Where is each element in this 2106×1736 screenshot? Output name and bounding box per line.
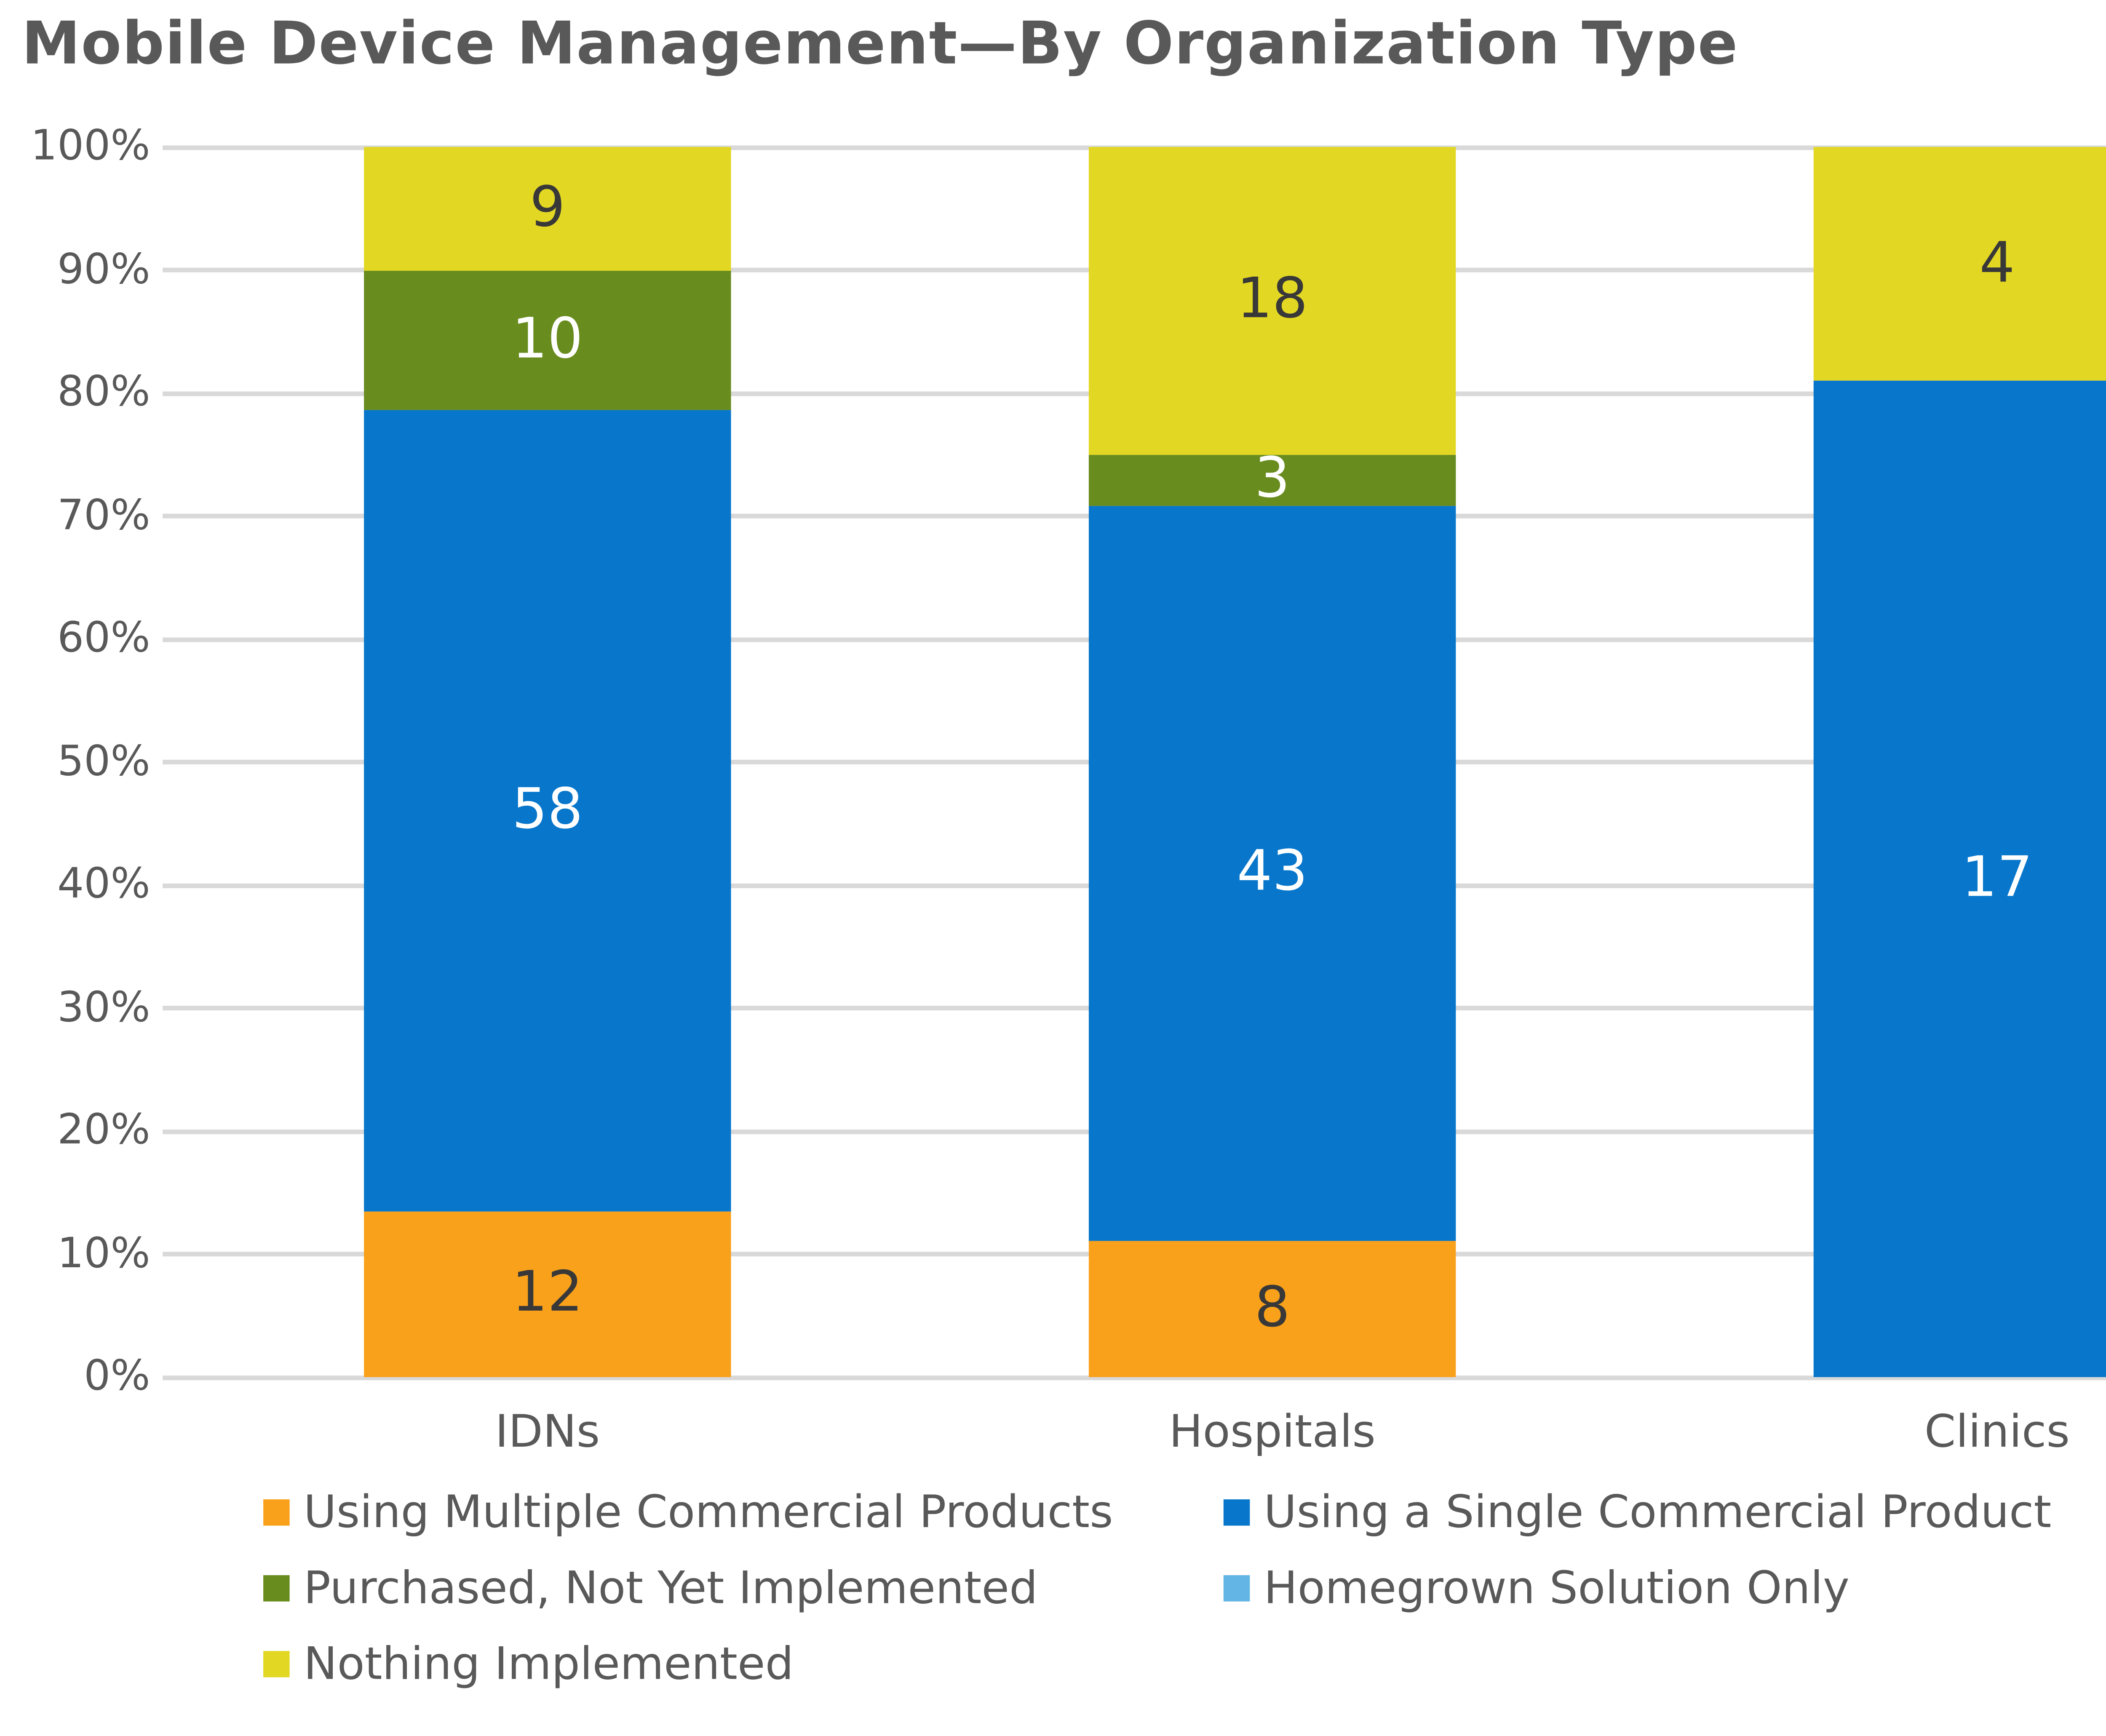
bar-segment-label: 43 <box>1237 841 1308 904</box>
bar-segment: 43 <box>1088 505 1456 1241</box>
legend-label: Nothing Implemented <box>303 1637 794 1690</box>
bar-segment-label: 17 <box>1962 847 2033 911</box>
legend-swatch <box>263 1574 290 1601</box>
bar-Clinics: 17 4 <box>1813 147 2106 1377</box>
bar-segment: 4 <box>1813 147 2106 382</box>
legend-swatch <box>1223 1498 1250 1525</box>
bar-segment: 9 <box>364 147 731 272</box>
y-axis-label: 90% <box>57 245 150 294</box>
bar-segment: 58 <box>364 409 731 1212</box>
legend-label: Purchased, Not Yet Implemented <box>303 1561 1038 1614</box>
legend-item: Using Multiple Commercial Products <box>263 1485 1224 1538</box>
chart-title: Mobile Device Management—By Organization… <box>21 9 1739 77</box>
x-axis-label: Hospitals <box>1169 1405 1376 1458</box>
bar-segment: 10 <box>364 271 731 410</box>
bar-Hospitals: 8 43 3 18 <box>1088 147 1456 1377</box>
y-axis-label: 60% <box>57 614 150 662</box>
bar-segment: 3 <box>1088 447 1456 511</box>
legend-swatch <box>1223 1574 1250 1601</box>
gridline <box>163 1375 2106 1380</box>
y-axis: 0% 10% 20% 30% 40% 50% 60% 70% 80% 90% 100% <box>0 0 150 1736</box>
legend-label: Using Multiple Commercial Products <box>303 1485 1113 1538</box>
y-axis-label: 70% <box>57 491 150 539</box>
bar-segment-label: 58 <box>512 778 583 841</box>
bar-segment: 8 <box>1088 1240 1456 1377</box>
bar-segment-label: 4 <box>1979 232 2015 295</box>
x-axis: IDNs Hospitals Clinics <box>0 1405 2106 1473</box>
bar-segment: 17 <box>1813 381 2106 1377</box>
y-axis-label: 30% <box>57 983 150 1031</box>
x-axis-label: IDNs <box>495 1405 600 1458</box>
bar-segment-label: 8 <box>1254 1276 1290 1340</box>
bar-segment: 12 <box>364 1211 731 1377</box>
y-axis-label: 100% <box>30 122 150 171</box>
bar-segment: 18 <box>1088 147 1456 455</box>
y-axis-label: 0% <box>84 1352 150 1400</box>
bar-IDNs: 12 58 10 9 <box>364 147 731 1377</box>
legend-swatch <box>263 1498 290 1525</box>
y-axis-label: 50% <box>57 737 150 785</box>
bar-segment-label: 9 <box>529 176 565 240</box>
legend-item: Purchased, Not Yet Implemented <box>263 1561 1224 1614</box>
bar-segment-label: 12 <box>512 1261 583 1325</box>
bar-segment-label: 3 <box>1254 447 1290 511</box>
legend: Using Multiple Commercial Products Using … <box>263 1485 2051 1690</box>
y-axis-label: 10% <box>57 1229 150 1277</box>
legend-swatch <box>263 1650 290 1677</box>
y-axis-label: 40% <box>57 860 150 908</box>
y-axis-label: 80% <box>57 368 150 417</box>
gridline <box>163 144 2106 150</box>
legend-item: Nothing Implemented <box>263 1637 1224 1690</box>
legend-item: Using a Single Commercial Product <box>1223 1485 2052 1538</box>
bar-segment-label: 10 <box>512 308 583 372</box>
y-axis-label: 20% <box>57 1106 150 1154</box>
bar-segment-label: 18 <box>1237 268 1308 332</box>
x-axis-label: Clinics <box>1924 1405 2070 1458</box>
legend-item: Homegrown Solution Only <box>1223 1561 2052 1614</box>
legend-label: Using a Single Commercial Product <box>1264 1485 2052 1538</box>
legend-label: Homegrown Solution Only <box>1264 1561 1850 1614</box>
